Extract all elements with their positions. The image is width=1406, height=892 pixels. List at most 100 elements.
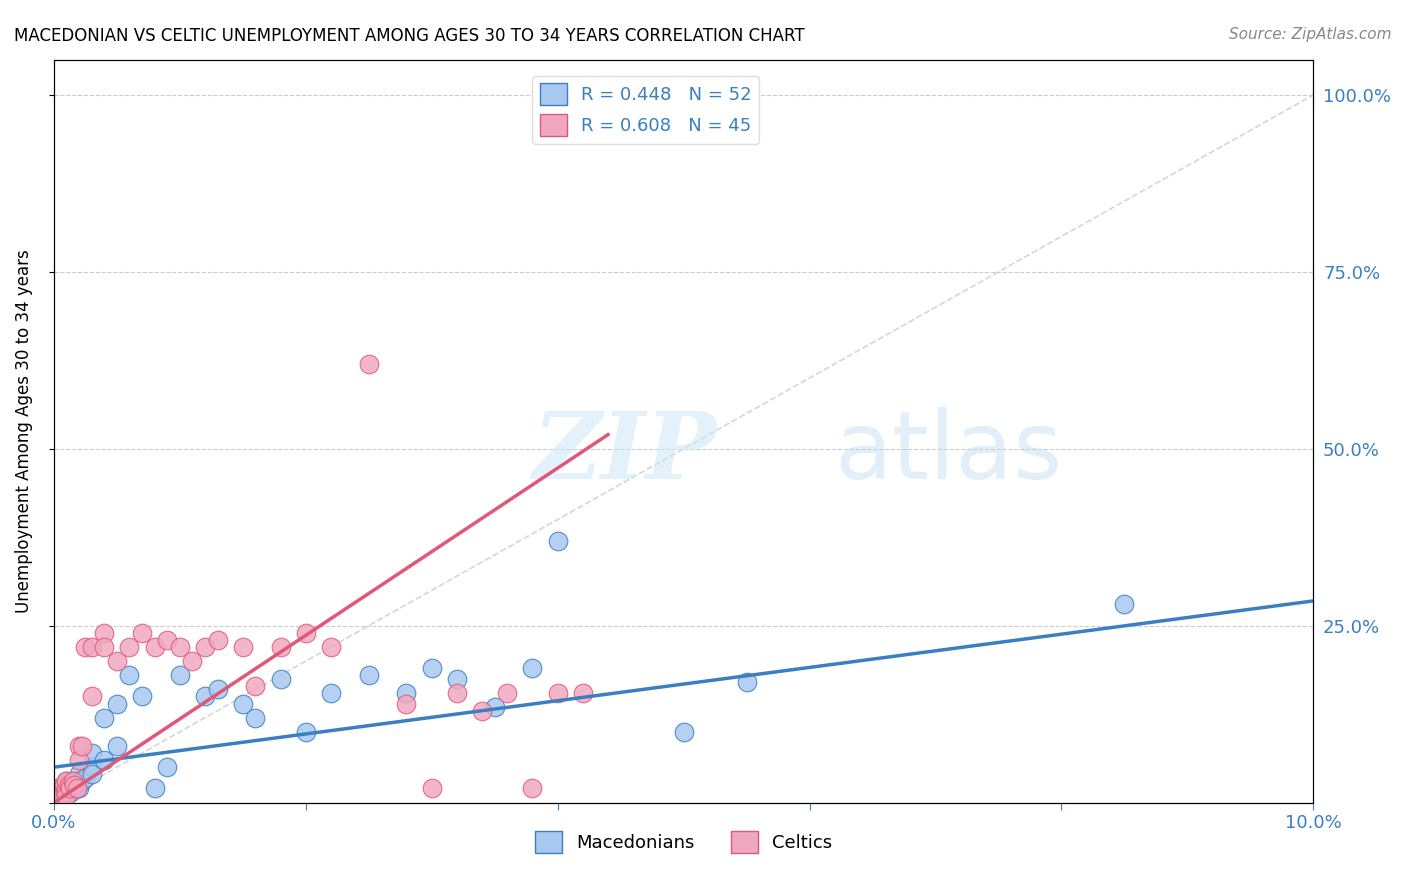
Point [80,640,103,654]
Point [60,785,83,799]
Y-axis label: Unemployment Among Ages 30 to 34 years: Unemployment Among Ages 30 to 34 years [15,249,32,613]
Text: ZIP: ZIP [533,409,717,499]
Point [93,753,115,767]
Point [67,753,90,767]
Point [105,654,128,668]
Point [55,774,77,789]
Point [420,661,443,675]
Point [80,760,103,774]
Point [51,789,73,803]
Point [294,724,316,739]
Point [245,679,267,693]
Point [80,767,103,781]
Point [446,686,468,700]
Point [181,654,204,668]
Point [55,781,77,796]
Point [63,778,86,792]
Text: MACEDONIAN VS CELTIC UNEMPLOYMENT AMONG AGES 30 TO 34 YEARS CORRELATION CHART: MACEDONIAN VS CELTIC UNEMPLOYMENT AMONG … [14,27,804,45]
Point [207,682,229,697]
Text: Source: ZipAtlas.com: Source: ZipAtlas.com [1229,27,1392,42]
Point [232,640,254,654]
Point [131,690,153,704]
Point [52,781,75,796]
Point [270,672,292,686]
Point [484,700,506,714]
Point [572,686,595,700]
Point [319,640,342,654]
Legend: R = 0.448   N = 52, R = 0.608   N = 45: R = 0.448 N = 52, R = 0.608 N = 45 [533,76,759,144]
Point [156,760,179,774]
Point [75,640,97,654]
Point [105,697,128,711]
Point [55,781,77,796]
Point [67,739,90,753]
Point [270,640,292,654]
Point [547,686,569,700]
Point [93,711,115,725]
Point [471,704,494,718]
Point [547,533,569,548]
Point [52,789,75,803]
Point [65,781,87,796]
Point [105,739,128,753]
Point [53,785,76,799]
Point [70,739,93,753]
Point [319,686,342,700]
Point [1114,598,1136,612]
Point [53,785,76,799]
Point [357,357,380,371]
Point [70,774,93,789]
Point [169,668,191,682]
Point [63,778,86,792]
Point [52,778,75,792]
Point [46,781,69,796]
Text: atlas: atlas [835,408,1063,500]
Point [522,661,544,675]
Point [395,686,418,700]
Point [55,789,77,803]
Point [67,774,90,789]
Point [118,668,141,682]
Point [67,767,90,781]
Point [93,625,115,640]
Point [80,746,103,760]
Point [232,697,254,711]
Point [59,781,82,796]
Point [143,781,166,796]
Point [245,711,267,725]
Point [65,781,87,796]
Point [357,668,380,682]
Point [446,672,468,686]
Point [75,771,97,785]
Point [55,781,77,796]
Point [80,690,103,704]
Point [58,778,80,792]
Point [48,789,70,803]
Point [55,789,77,803]
Point [672,724,695,739]
Point [131,625,153,640]
Point [156,632,179,647]
Point [420,781,443,796]
Point [522,781,544,796]
Point [735,675,758,690]
Point [67,781,90,796]
Point [93,640,115,654]
Point [55,774,77,789]
Point [46,789,69,803]
Point [118,640,141,654]
Point [294,625,316,640]
Point [59,781,82,796]
Point [496,686,519,700]
Point [169,640,191,654]
Point [143,640,166,654]
Point [49,785,72,799]
Point [48,785,70,799]
Point [51,789,73,803]
Point [62,781,84,796]
Point [207,632,229,647]
Point [58,778,80,792]
Point [65,774,87,789]
Point [49,781,72,796]
Point [62,774,84,789]
